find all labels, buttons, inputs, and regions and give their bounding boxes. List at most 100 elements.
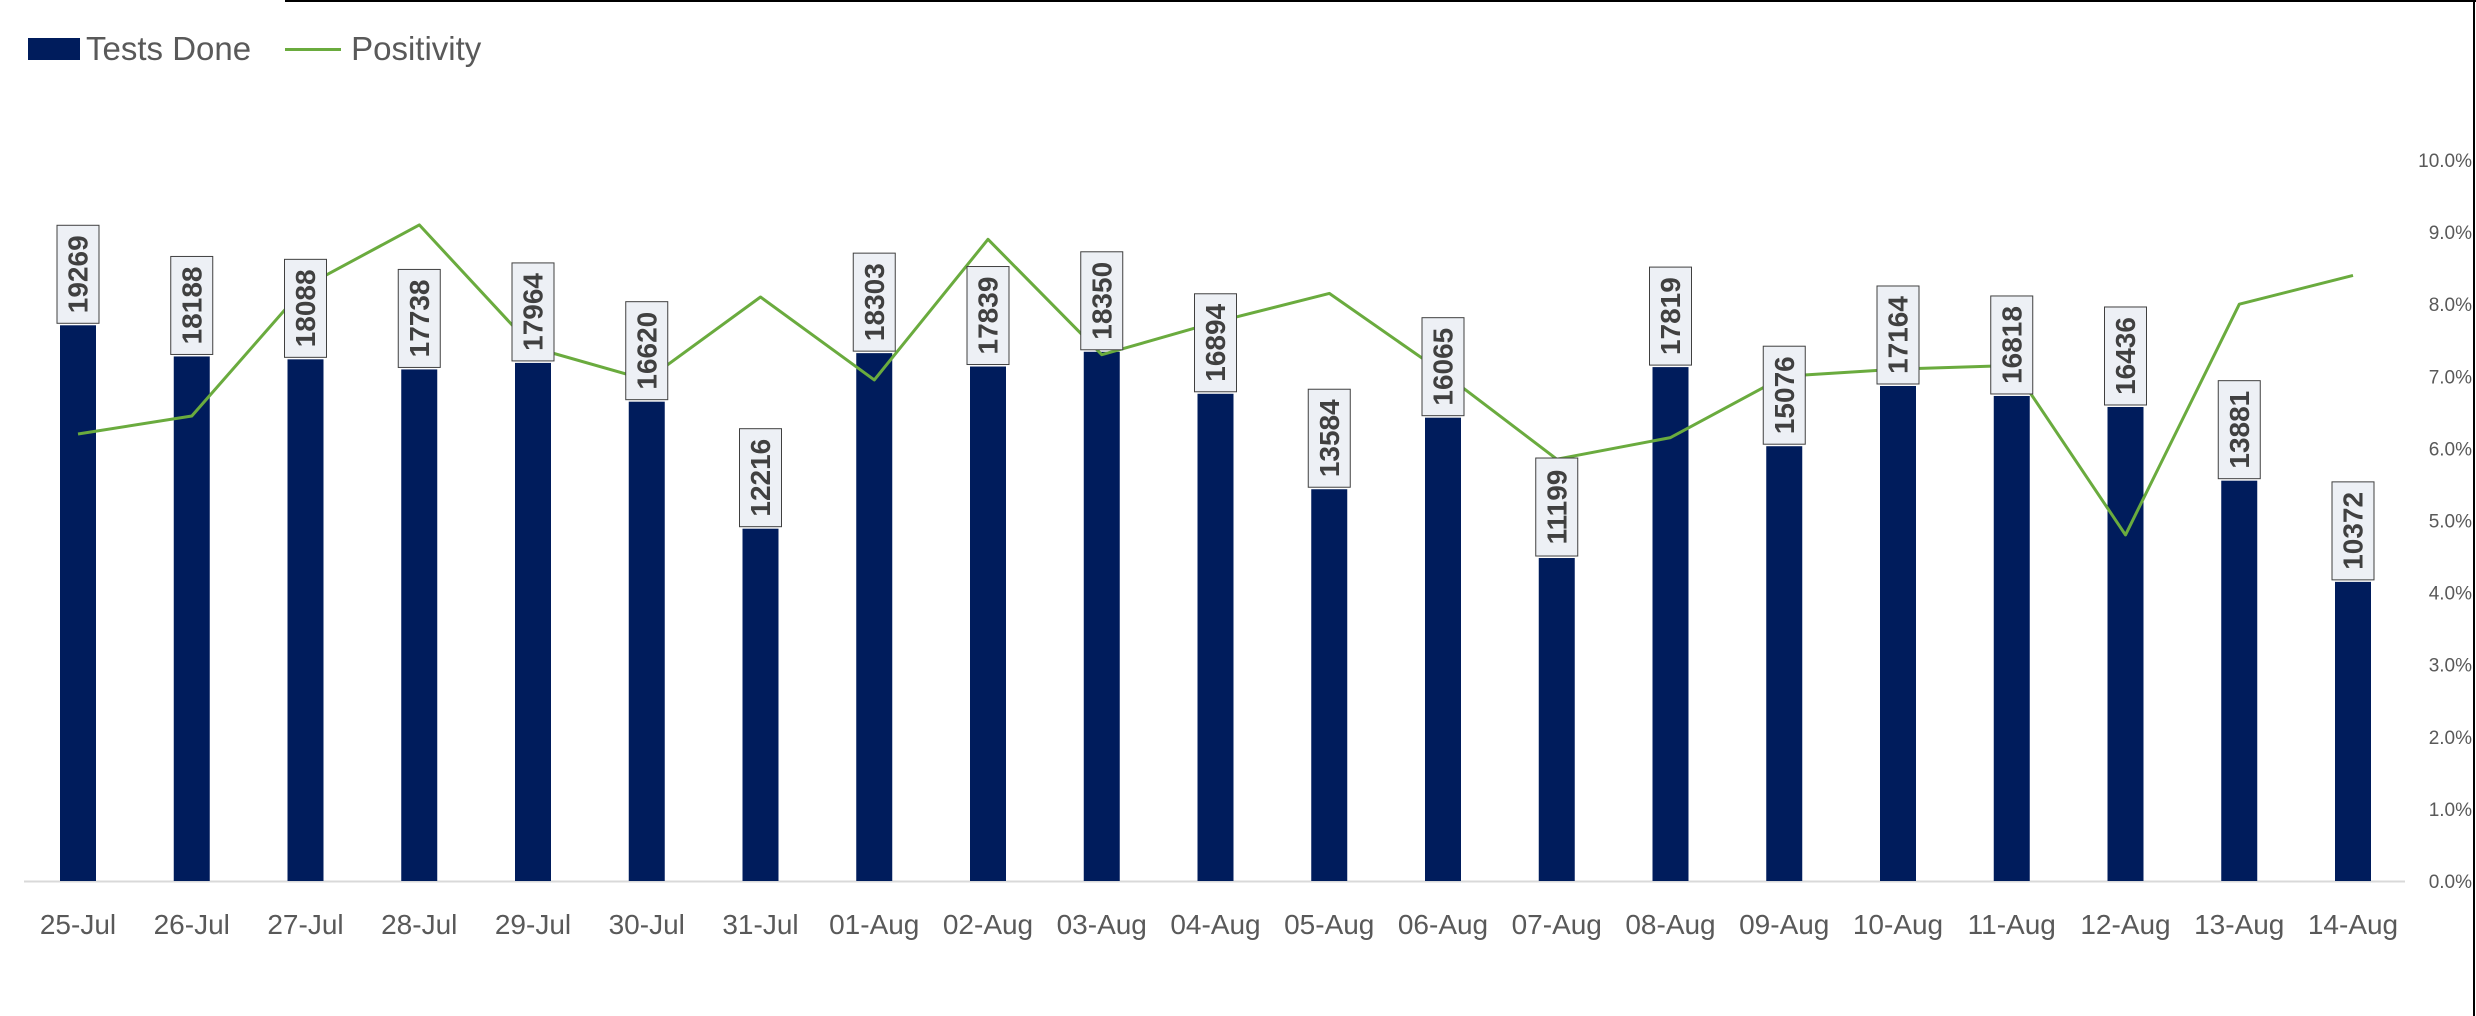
bar-tests-done [2221,480,2258,881]
data-label: 19269 [63,235,94,313]
x-tick-label: 13-Aug [2194,909,2284,940]
x-tick-label: 04-Aug [1170,909,1260,940]
legend: Tests Done Positivity [28,30,515,68]
legend-label-positivity: Positivity [351,30,482,67]
legend-item-tests-done: Tests Done [28,30,251,68]
data-label: 13584 [1314,399,1345,477]
data-label: 18303 [859,263,890,341]
data-label-box [1535,457,1579,557]
data-label-box [852,252,896,352]
y-right-tick-label: 9.0% [2429,223,2472,244]
bar-tests-done [970,366,1006,881]
data-label-box [284,258,327,358]
data-label-box [966,266,1010,366]
bar-tests-done [1993,395,2030,881]
data-label: 17738 [404,279,435,357]
data-label: 17964 [518,273,549,351]
data-label-box [1080,251,1124,351]
x-tick-label: 27-Jul [267,909,343,940]
y-right-tick-label: 4.0% [2429,584,2472,605]
data-label: 16436 [2110,317,2141,395]
bar-tests-done [742,528,779,881]
bar-tests-done [1652,367,1689,881]
data-label-box [1762,345,1806,445]
data-label-box [2104,306,2147,406]
bar-tests-done [2107,406,2144,881]
data-label: 10372 [2338,492,2369,570]
x-tick-label: 09-Aug [1739,909,1829,940]
bar-tests-done [1880,385,1916,881]
y-right-tick-label: 2.0% [2429,728,2472,749]
data-label-box [2217,380,2261,480]
x-tick-label: 29-Jul [495,909,571,940]
y-right-tick-label: 5.0% [2429,512,2472,533]
data-label: 18088 [290,269,321,347]
y-right-tick-label: 3.0% [2429,656,2472,677]
data-label-box [1307,388,1351,488]
data-label-box [625,301,669,401]
bar-tests-done [287,359,324,882]
data-label: 16818 [1996,306,2027,384]
x-tick-label: 12-Aug [2080,909,2170,940]
x-tick-label: 02-Aug [943,909,1033,940]
bar-tests-done [1083,351,1120,881]
x-tick-label: 11-Aug [1968,909,2056,940]
data-label: 17819 [1655,277,1686,355]
bar-tests-done [1197,393,1234,881]
x-tick-label: 26-Jul [154,909,230,940]
bar-tests-done [1311,489,1348,881]
x-tick-label: 14-Aug [2308,909,2398,940]
data-label: 12216 [745,439,776,517]
data-label-box [739,428,782,528]
data-label-box [56,224,100,324]
data-label-box [511,262,555,362]
x-tick-label: 28-Jul [381,909,457,940]
bar-tests-done [1538,558,1575,881]
data-label: 15076 [1769,356,1800,434]
legend-swatch-bar [28,38,80,60]
data-label: 17839 [973,277,1004,355]
data-label: 16620 [631,312,662,390]
x-tick-label: 31-Jul [722,909,798,940]
x-tick-label: 30-Jul [609,909,685,940]
bar-tests-done [628,401,665,881]
data-label-box [1990,295,2034,395]
data-label: 18188 [176,267,207,345]
x-tick-label: 25-Jul [40,909,116,940]
data-label-box [1194,293,1237,393]
data-label-box [397,268,441,368]
bar-tests-done [856,353,893,881]
bar-tests-done [2335,581,2371,881]
x-tick-label: 01-Aug [829,909,919,940]
data-label: 18350 [1086,262,1117,340]
y-right-tick-label: 10.0% [2418,151,2472,172]
data-label: 16894 [1200,303,1231,381]
data-label-box [2331,481,2375,581]
bar-tests-done [173,356,210,881]
bar-tests-done [401,369,438,881]
y-right-tick-label: 1.0% [2429,800,2472,821]
legend-item-positivity: Positivity [285,30,481,68]
legend-label-tests-done: Tests Done [86,30,252,67]
legend-swatch-line [285,47,342,51]
x-tick-label: 10-Aug [1853,909,1943,940]
bar-tests-done [1425,417,1461,881]
y-right-tick-label: 8.0% [2429,295,2472,316]
x-tick-label: 07-Aug [1512,909,1602,940]
data-label-box [1649,266,1692,366]
x-tick-label: 06-Aug [1398,909,1488,940]
bar-tests-done [60,325,96,881]
bar-tests-done [1766,446,1803,881]
y-right-tick-label: 6.0% [2429,439,2472,460]
data-label: 11199 [1541,470,1572,545]
data-label-box [170,255,214,355]
data-label-box [1421,317,1465,417]
data-label: 16065 [1428,328,1459,406]
y-right-tick-label: 7.0% [2429,367,2472,388]
bar-tests-done [515,362,551,882]
data-label: 13881 [2224,391,2255,469]
data-label-box [1876,285,1920,385]
x-tick-label: 03-Aug [1057,909,1147,940]
